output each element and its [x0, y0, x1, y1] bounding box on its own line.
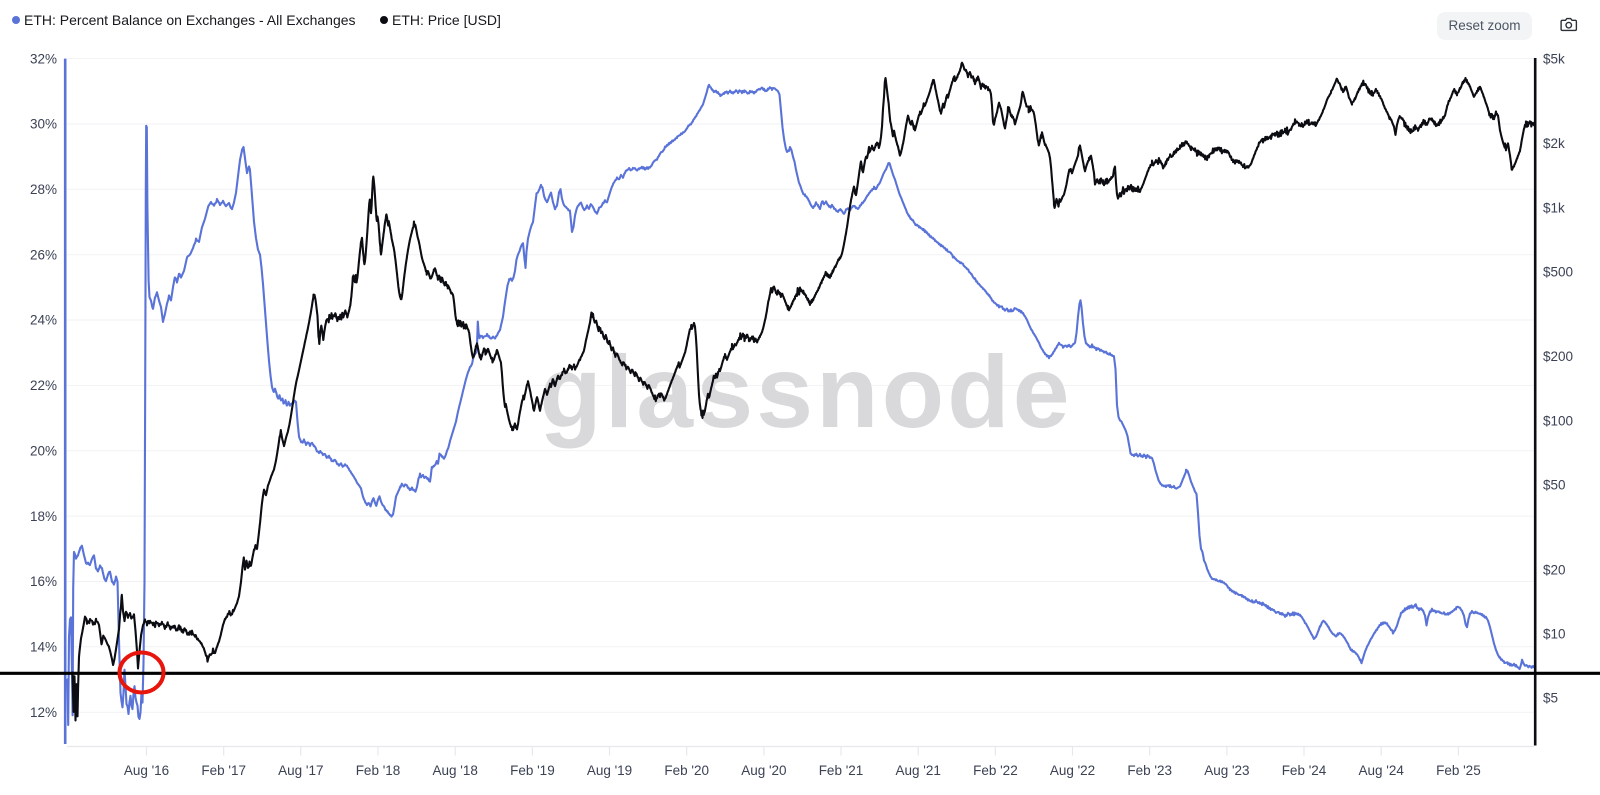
svg-text:Feb '18: Feb '18 — [356, 763, 401, 778]
svg-text:26%: 26% — [30, 247, 57, 262]
svg-text:Feb '19: Feb '19 — [510, 763, 555, 778]
svg-text:$100: $100 — [1543, 413, 1573, 428]
svg-text:$200: $200 — [1543, 349, 1573, 364]
svg-text:28%: 28% — [30, 182, 57, 197]
svg-text:Feb '25: Feb '25 — [1436, 763, 1481, 778]
svg-text:Aug '17: Aug '17 — [278, 763, 323, 778]
svg-text:30%: 30% — [30, 117, 57, 132]
svg-text:20%: 20% — [30, 444, 57, 459]
svg-text:Feb '22: Feb '22 — [973, 763, 1018, 778]
svg-text:$500: $500 — [1543, 264, 1573, 279]
svg-text:14%: 14% — [30, 640, 57, 655]
svg-text:$2k: $2k — [1543, 136, 1565, 151]
svg-text:Feb '20: Feb '20 — [664, 763, 709, 778]
svg-text:$10: $10 — [1543, 627, 1566, 642]
svg-text:Feb '17: Feb '17 — [201, 763, 246, 778]
svg-text:Aug '18: Aug '18 — [433, 763, 478, 778]
svg-text:glassnode: glassnode — [539, 335, 1072, 449]
svg-text:16%: 16% — [30, 574, 57, 589]
svg-text:Aug '23: Aug '23 — [1204, 763, 1249, 778]
svg-text:Feb '21: Feb '21 — [819, 763, 864, 778]
svg-text:Aug '21: Aug '21 — [896, 763, 941, 778]
svg-text:$5k: $5k — [1543, 51, 1565, 66]
svg-text:Feb '24: Feb '24 — [1282, 763, 1327, 778]
svg-text:Aug '20: Aug '20 — [741, 763, 786, 778]
svg-text:Feb '23: Feb '23 — [1127, 763, 1172, 778]
svg-text:Aug '16: Aug '16 — [124, 763, 169, 778]
svg-text:32%: 32% — [30, 51, 57, 66]
svg-text:$1k: $1k — [1543, 200, 1565, 215]
svg-text:$50: $50 — [1543, 478, 1566, 493]
svg-text:$5: $5 — [1543, 691, 1558, 706]
svg-text:Aug '19: Aug '19 — [587, 763, 632, 778]
svg-text:Aug '22: Aug '22 — [1050, 763, 1095, 778]
svg-text:22%: 22% — [30, 378, 57, 393]
svg-text:18%: 18% — [30, 509, 57, 524]
svg-text:12%: 12% — [30, 705, 57, 720]
svg-text:$20: $20 — [1543, 562, 1566, 577]
svg-text:24%: 24% — [30, 313, 57, 328]
svg-text:Aug '24: Aug '24 — [1359, 763, 1405, 778]
